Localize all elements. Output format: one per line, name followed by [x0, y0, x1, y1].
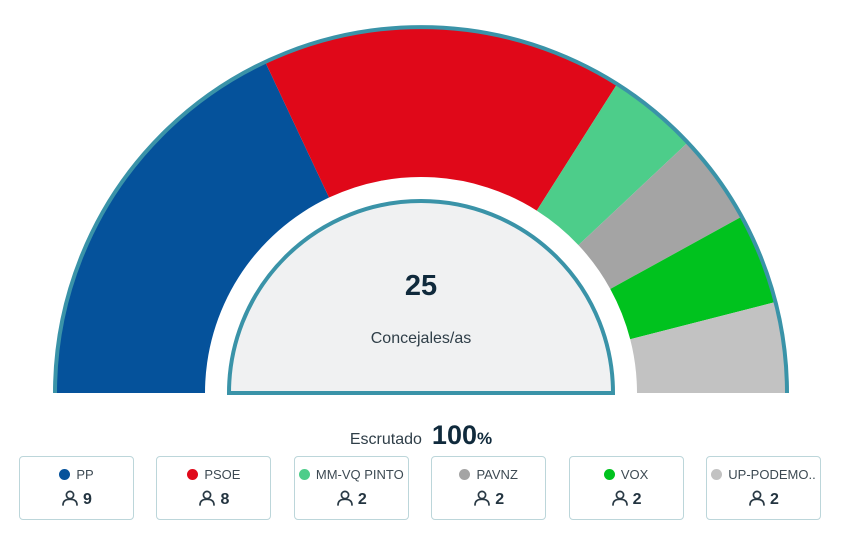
scrutiny-label: Escrutado: [349, 431, 422, 448]
party-seats: 2: [632, 491, 642, 508]
hemicycle-chart: [53, 25, 789, 395]
party-name: VOX: [620, 467, 649, 482]
party-seats: 8: [220, 491, 230, 508]
person-icon: [611, 490, 628, 506]
party-name: PP: [76, 467, 94, 482]
scrutiny-value-group: 100%: [432, 420, 492, 451]
party-color-dot: [711, 469, 723, 480]
party-seat-row: 9: [20, 490, 133, 509]
party-name-row: MM-VQ PINTO: [295, 467, 408, 482]
party-seats: 2: [770, 491, 779, 508]
party-legend: PP 9 PSOE 8 MM-VQ PINTO 2 PAVNZ 2 VOX 2 UP-PODEMO.…: [19, 456, 825, 522]
party-card-pp[interactable]: PP 9: [19, 456, 134, 520]
scrutiny-value: 100: [431, 420, 477, 450]
slice-up-podemo[interactable]: [630, 301, 787, 393]
total-seats: 25: [404, 270, 438, 302]
party-name-row: VOX: [570, 467, 683, 482]
person-icon: [336, 490, 353, 506]
party-name: PSOE: [204, 467, 241, 482]
party-color-dot: [298, 469, 310, 480]
party-card-psoe[interactable]: PSOE 8: [156, 456, 272, 520]
total-seats-label: Concejales/as: [370, 330, 472, 347]
party-seat-row: 2: [570, 490, 683, 509]
party-seat-row: 2: [295, 490, 408, 509]
party-seats: 9: [83, 491, 92, 508]
party-name: UP-PODEMO..: [728, 467, 816, 482]
party-color-dot: [459, 469, 471, 480]
hemicycle-slices: [54, 26, 787, 393]
person-icon: [199, 490, 216, 506]
party-seat-row: 2: [707, 490, 820, 509]
hemicycle-center: [226, 199, 616, 395]
party-name-row: PAVNZ: [432, 467, 545, 482]
slice-mm-vq-pinto[interactable]: [536, 83, 688, 246]
party-card-mm-vq-pinto[interactable]: MM-VQ PINTO 2: [293, 456, 409, 520]
party-seats: 2: [357, 491, 367, 508]
person-icon: [62, 490, 78, 506]
slice-pp[interactable]: [54, 61, 330, 393]
party-seats: 2: [495, 491, 505, 508]
slice-psoe[interactable]: [265, 26, 618, 211]
person-icon: [749, 490, 765, 506]
party-card-vox[interactable]: VOX 2: [568, 456, 684, 520]
party-name-row: PSOE: [157, 467, 270, 482]
party-color-dot: [187, 469, 199, 480]
party-seat-row: 2: [432, 490, 545, 509]
party-card-pavnz[interactable]: PAVNZ 2: [431, 456, 547, 520]
slice-vox[interactable]: [610, 216, 776, 340]
party-name-row: PP: [20, 467, 133, 482]
scrutiny-unit: %: [476, 429, 493, 448]
party-color-dot: [603, 469, 615, 480]
party-seat-row: 8: [157, 490, 270, 509]
hemicycle-outer-border: [53, 25, 789, 394]
party-color-dot: [59, 469, 71, 480]
scrutiny-progress: Escrutado 100%: [0, 420, 842, 456]
person-icon: [474, 490, 491, 506]
party-name: MM-VQ PINTO: [315, 467, 404, 482]
party-name: PAVNZ: [476, 467, 518, 482]
party-card-up-podemo[interactable]: UP-PODEMO.. 2: [706, 456, 821, 520]
slice-pavnz[interactable]: [578, 142, 742, 289]
party-name-row: UP-PODEMO..: [707, 467, 820, 482]
